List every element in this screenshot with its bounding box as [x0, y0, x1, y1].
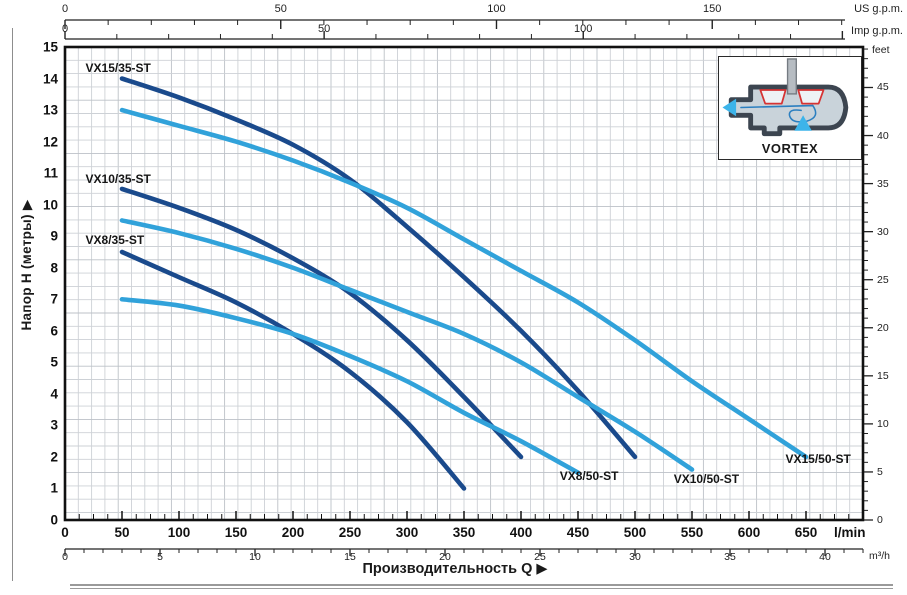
- vortex-label: VORTEX: [761, 141, 819, 156]
- head-m-tick-label: 5: [50, 354, 58, 370]
- head-m-tick-label: 3: [50, 417, 58, 433]
- vortex-inset: VORTEX: [718, 56, 862, 160]
- m3h-tick-label: 0: [62, 551, 68, 563]
- page-left-rule: [12, 28, 13, 581]
- head-m-tick-label: 12: [42, 134, 58, 150]
- feet-tick-label: 10: [877, 417, 889, 430]
- us-gpm-tick-label: 150: [703, 3, 722, 15]
- lmin-tick-label: 550: [680, 525, 704, 540]
- curve-label: VX10/50-ST: [673, 472, 740, 487]
- head-m-tick-label: 11: [43, 165, 58, 181]
- pump-shaft: [786, 58, 797, 95]
- feet-tick-label: 45: [877, 81, 889, 94]
- head-m-tick-label: 7: [50, 291, 58, 307]
- feet-tick-label: 35: [877, 177, 889, 190]
- m3h-tick-label: 25: [534, 551, 546, 563]
- head-m-tick-label: 0: [50, 512, 58, 528]
- impeller-blade-left: [759, 89, 787, 105]
- lmin-tick-label: 400: [509, 525, 533, 540]
- head-m-tick-label: 9: [50, 228, 58, 244]
- curve-label: VX10/35-ST: [85, 171, 151, 186]
- m3h-tick-label: 5: [157, 551, 163, 563]
- imp-gpm-tick-label: 100: [574, 23, 593, 35]
- feet-unit-label: feet: [872, 44, 890, 56]
- bottom-divider-line-2: [70, 587, 893, 589]
- lmin-tick-label: 500: [623, 525, 647, 540]
- lmin-unit-label: l/min: [834, 525, 866, 540]
- head-m-tick-label: 6: [50, 323, 58, 339]
- us-gpm-tick-label: 50: [274, 3, 287, 15]
- m3h-tick-label: 10: [249, 551, 261, 563]
- feet-tick-label: 25: [877, 273, 889, 286]
- lmin-tick-label: 0: [61, 525, 69, 540]
- lmin-tick-label: 100: [167, 525, 191, 540]
- m3h-tick-label: 35: [724, 551, 736, 563]
- head-m-tick-label: 2: [50, 449, 58, 465]
- feet-tick-label: 30: [877, 225, 889, 238]
- lmin-tick-label: 350: [452, 525, 476, 540]
- feet-tick-label: 0: [877, 514, 883, 526]
- head-m-tick-label: 13: [42, 102, 58, 118]
- us-gpm-unit-label: US g.p.m.: [854, 3, 903, 15]
- curve-label: VX15/35-ST: [85, 61, 151, 76]
- imp-gpm-tick-label: 50: [317, 23, 331, 35]
- head-m-tick-label: 10: [42, 197, 58, 213]
- feet-tick-label: 15: [877, 369, 889, 382]
- lmin-tick-label: 50: [114, 525, 130, 540]
- m3h-tick-label: 30: [629, 551, 641, 563]
- head-m-tick-label: 15: [42, 39, 58, 55]
- m3h-tick-label: 20: [439, 551, 451, 563]
- head-m-tick-label: 8: [50, 260, 58, 276]
- lmin-tick-label: 150: [224, 525, 248, 540]
- x-axis-title: Производительность Q ▶: [362, 561, 548, 577]
- imp-gpm-tick-label: 0: [61, 23, 69, 35]
- flow-arrow-left: [722, 98, 737, 117]
- feet-tick-label: 20: [877, 321, 889, 334]
- lmin-tick-label: 650: [794, 525, 818, 540]
- feet-tick-label: 5: [877, 465, 883, 478]
- lmin-tick-label: 450: [566, 525, 590, 540]
- vortex-pump-diagram: [722, 58, 849, 137]
- curve-label: VX8/35-ST: [85, 233, 145, 248]
- curve-label: VX15/50-ST: [785, 452, 851, 467]
- head-m-tick-label: 1: [50, 480, 58, 496]
- curve-label: VX8/50-ST: [559, 468, 619, 483]
- y-axis-title: Напор H (метры) ▶: [19, 199, 34, 331]
- bottom-divider-line-1: [70, 584, 893, 586]
- flow-arrow-up: [794, 115, 812, 131]
- m3h-tick-label: 15: [344, 551, 356, 563]
- us-gpm-tick-label: 100: [487, 3, 506, 15]
- lmin-tick-label: 200: [281, 525, 305, 540]
- lmin-tick-label: 250: [338, 525, 362, 540]
- head-m-tick-label: 14: [42, 71, 58, 87]
- head-m-tick-label: 4: [50, 386, 58, 402]
- m3h-tick-label: 40: [819, 551, 831, 563]
- lmin-tick-label: 600: [737, 525, 761, 540]
- imp-gpm-unit-label: Imp g.p.m.: [851, 25, 903, 37]
- us-gpm-tick-label: 0: [61, 3, 69, 15]
- impeller-blade-right: [797, 89, 825, 105]
- feet-tick-label: 40: [877, 129, 889, 142]
- m3h-unit-label: m³/h: [869, 550, 890, 562]
- vortex-swirl: [740, 104, 817, 123]
- lmin-tick-label: 300: [395, 525, 419, 540]
